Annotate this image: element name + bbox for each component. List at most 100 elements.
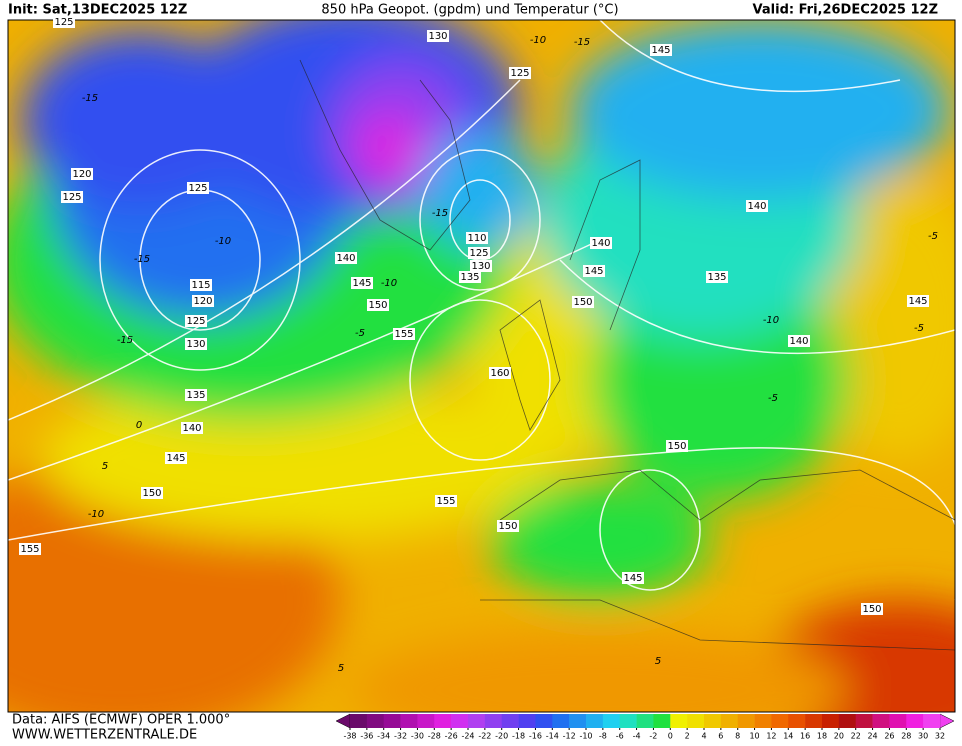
scale-label: -10 <box>579 732 592 741</box>
scale-swatch <box>670 714 688 728</box>
scale-label: -26 <box>445 732 458 741</box>
geopotential-label: 160 <box>490 368 509 379</box>
label-box <box>489 367 511 379</box>
geopotential-label: 140 <box>182 423 201 434</box>
scale-swatch <box>366 714 385 728</box>
temperature-label: -10 <box>763 315 779 326</box>
geopotential-label: 145 <box>908 296 927 307</box>
temperature-label: -15 <box>82 93 98 104</box>
geopotential-label: 150 <box>142 488 161 499</box>
scale-label: 14 <box>783 732 793 741</box>
geopotential-label: 135 <box>460 272 479 283</box>
label-box <box>706 271 728 283</box>
temperature-label: -5 <box>928 231 938 242</box>
label-box <box>435 495 457 507</box>
scale-swatch <box>400 714 418 728</box>
scale-swatch <box>653 714 671 728</box>
scale-label: 10 <box>749 732 759 741</box>
label-box <box>459 271 481 283</box>
map-title: 850 hPa Geopot. (gpdm) und Temperatur (°… <box>321 3 618 18</box>
data-source: Data: AIFS (ECMWF) OPER 1.000° <box>12 713 230 728</box>
scale-arrow-right <box>939 713 955 729</box>
temperature-label: -10 <box>88 509 104 520</box>
scale-label: 16 <box>800 732 810 741</box>
temperature-label: 5 <box>102 461 108 472</box>
map-frame <box>7 19 956 713</box>
scale-label: 12 <box>766 732 776 741</box>
geopotential-label: 140 <box>591 238 610 249</box>
geopotential-label: 155 <box>20 544 39 555</box>
scale-swatch <box>518 714 536 728</box>
scale-swatch <box>771 714 789 728</box>
geopotential-label: 120 <box>72 169 91 180</box>
label-box <box>622 572 644 584</box>
scale-swatch <box>535 714 553 728</box>
geopotential-label: 120 <box>193 296 212 307</box>
geopotential-label: 150 <box>862 604 881 615</box>
temperature-label: -5 <box>768 393 778 404</box>
label-box <box>335 252 357 264</box>
label-box <box>351 277 373 289</box>
geopotential-label: 125 <box>469 248 488 259</box>
label-box <box>185 389 207 401</box>
geopotential-label: 110 <box>467 233 486 244</box>
scale-swatch <box>468 714 486 728</box>
geopotential-label: 150 <box>667 441 686 452</box>
geopotential-label: 115 <box>191 280 210 291</box>
label-box <box>185 315 207 327</box>
scale-label: -16 <box>529 732 542 741</box>
scale-swatch <box>350 714 368 728</box>
label-box <box>185 338 207 350</box>
scale-label: -30 <box>411 732 424 741</box>
scale-label: -4 <box>633 732 641 741</box>
label-box <box>583 265 605 277</box>
scale-swatch <box>569 714 587 728</box>
label-box <box>181 422 203 434</box>
scale-label: 28 <box>901 732 911 741</box>
geopotential-label: 140 <box>747 201 766 212</box>
label-box <box>861 603 883 615</box>
label-box <box>788 335 810 347</box>
scale-swatch <box>434 714 452 728</box>
scale-swatch <box>602 714 621 728</box>
geopotential-label: 130 <box>471 261 490 272</box>
scale-swatch <box>805 714 823 728</box>
scale-label: -20 <box>495 732 508 741</box>
label-box <box>393 328 415 340</box>
label-box <box>497 520 519 532</box>
geopotential-label: 130 <box>186 339 205 350</box>
scale-swatch <box>788 714 806 728</box>
scale-label: 32 <box>935 732 945 741</box>
scale-label: -6 <box>616 732 624 741</box>
scale-label: -34 <box>377 732 390 741</box>
temperature-label: -10 <box>215 236 231 247</box>
temperature-label: 5 <box>655 656 661 667</box>
scale-label: 30 <box>918 732 928 741</box>
scale-swatch <box>383 714 401 728</box>
scale-label: 8 <box>735 732 740 741</box>
scale-label: -24 <box>461 732 474 741</box>
scale-arrow-left <box>335 713 351 729</box>
scale-swatch <box>501 714 519 728</box>
scale-swatch <box>451 714 469 728</box>
color-scale: -38 -36 -34 -32 -30 -28 -26 -24 -22 -20 -18 -16 -14-… <box>335 713 955 741</box>
scale-swatch <box>586 714 604 728</box>
label-box <box>187 182 209 194</box>
scale-label: -18 <box>512 732 525 741</box>
temperature-label: -15 <box>134 254 150 265</box>
temperature-label: 0 <box>136 420 142 431</box>
label-box <box>192 295 214 307</box>
scale-label: -32 <box>394 732 407 741</box>
scale-label: -12 <box>563 732 576 741</box>
scale-swatch <box>923 714 941 728</box>
scale-label: 18 <box>817 732 827 741</box>
scale-swatch <box>906 714 924 728</box>
temperature-label: -5 <box>355 328 365 339</box>
scale-label: 20 <box>834 732 844 741</box>
temperature-label: -5 <box>914 323 924 334</box>
label-box <box>61 191 83 203</box>
temperature-label: 5 <box>338 663 344 674</box>
